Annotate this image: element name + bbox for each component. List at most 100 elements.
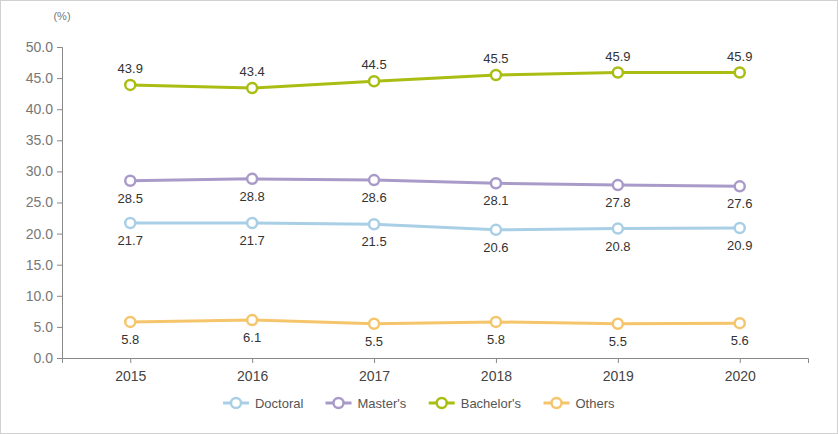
y-tick-label: 45.0 bbox=[26, 70, 53, 86]
marker bbox=[125, 176, 135, 186]
data-label: 28.8 bbox=[240, 189, 265, 204]
x-tick-label: 2018 bbox=[481, 368, 512, 384]
y-tick-mark bbox=[57, 327, 62, 328]
legend-marker bbox=[231, 398, 241, 408]
x-tick: 2017 bbox=[359, 358, 390, 384]
marker bbox=[491, 317, 501, 327]
legend-marker bbox=[552, 398, 562, 408]
series-line bbox=[130, 223, 739, 230]
data-label: 44.5 bbox=[361, 57, 386, 72]
y-tick-mark bbox=[57, 203, 62, 204]
x-tick-mark bbox=[740, 358, 741, 363]
marker bbox=[613, 224, 623, 234]
marker bbox=[369, 319, 379, 329]
data-label: 43.4 bbox=[240, 64, 265, 79]
data-label: 5.5 bbox=[609, 334, 627, 349]
plot-area bbox=[125, 68, 744, 329]
series-line bbox=[130, 320, 739, 324]
y-tick-mark bbox=[57, 234, 62, 235]
marker bbox=[247, 174, 257, 184]
marker bbox=[369, 219, 379, 229]
legend-marker bbox=[437, 398, 447, 408]
y-axis-title: (%) bbox=[53, 10, 70, 22]
y-tick-mark bbox=[57, 140, 62, 141]
data-label: 5.8 bbox=[121, 332, 139, 347]
legend-marker bbox=[334, 398, 344, 408]
y-tick-mark bbox=[57, 358, 62, 359]
marker bbox=[247, 83, 257, 93]
y-tick-mark bbox=[57, 171, 62, 172]
y-tick-label: 20.0 bbox=[26, 226, 53, 242]
x-tick: 2015 bbox=[115, 358, 146, 384]
data-label: 28.1 bbox=[483, 193, 508, 208]
marker bbox=[491, 178, 501, 188]
data-label: 45.9 bbox=[727, 49, 752, 64]
x-tick-mark bbox=[496, 358, 497, 363]
y-tick-mark bbox=[57, 78, 62, 79]
x-tick-label: 2017 bbox=[359, 368, 390, 384]
data-label: 21.7 bbox=[118, 233, 143, 248]
y-tick: 35.0 bbox=[26, 132, 62, 148]
legend-label: Master's bbox=[358, 396, 407, 411]
x-tick-mark bbox=[130, 358, 131, 363]
data-labels: 21.721.721.520.620.820.928.528.828.628.1… bbox=[118, 49, 753, 349]
marker bbox=[491, 70, 501, 80]
data-label: 27.8 bbox=[605, 195, 630, 210]
y-tick: 40.0 bbox=[26, 101, 62, 117]
x-axis: 2015 2016 2017 2018 2019 2020 bbox=[63, 358, 809, 384]
data-label: 20.9 bbox=[727, 238, 752, 253]
y-tick-mark bbox=[57, 47, 62, 48]
x-tick-label: 2020 bbox=[725, 368, 756, 384]
data-label: 28.5 bbox=[118, 191, 143, 206]
y-tick-label: 50.0 bbox=[26, 39, 53, 55]
y-tick: 25.0 bbox=[26, 194, 62, 210]
y-tick-label: 25.0 bbox=[26, 194, 53, 210]
x-axis-line bbox=[63, 359, 809, 364]
legend-label: Bachelor's bbox=[461, 396, 522, 411]
legend-item: Bachelor's bbox=[429, 396, 522, 411]
x-tick-label: 2019 bbox=[603, 368, 634, 384]
data-label: 20.6 bbox=[483, 240, 508, 255]
marker bbox=[369, 76, 379, 86]
y-tick-label: 30.0 bbox=[26, 163, 53, 179]
data-label: 45.5 bbox=[483, 51, 508, 66]
y-tick-label: 15.0 bbox=[26, 257, 53, 273]
marker bbox=[369, 175, 379, 185]
series-line bbox=[130, 179, 739, 186]
marker bbox=[125, 317, 135, 327]
legend-label: Others bbox=[576, 396, 616, 411]
x-tick: 2016 bbox=[237, 358, 268, 384]
legend-label: Doctoral bbox=[255, 396, 304, 411]
data-label: 21.7 bbox=[240, 233, 265, 248]
y-tick: 5.0 bbox=[34, 319, 62, 335]
marker bbox=[735, 318, 745, 328]
marker bbox=[613, 180, 623, 190]
y-tick: 45.0 bbox=[26, 70, 62, 86]
marker bbox=[613, 68, 623, 78]
frame bbox=[1, 1, 838, 434]
marker bbox=[613, 319, 623, 329]
y-tick: 0.0 bbox=[34, 350, 62, 366]
chart: 0.0 5.0 10.0 15.0 20.0 25.0 30.0 35.0 40.0 45.0 50… bbox=[0, 0, 838, 434]
y-tick-label: 5.0 bbox=[34, 319, 54, 335]
y-tick-label: 10.0 bbox=[26, 288, 53, 304]
x-tick-label: 2016 bbox=[237, 368, 268, 384]
y-tick: 20.0 bbox=[26, 226, 62, 242]
x-tick-label: 2015 bbox=[115, 368, 146, 384]
x-tick: 2020 bbox=[725, 358, 756, 384]
data-label: 5.5 bbox=[365, 334, 383, 349]
legend-item: Doctoral bbox=[223, 396, 304, 411]
data-label: 45.9 bbox=[605, 49, 630, 64]
data-label: 21.5 bbox=[361, 234, 386, 249]
x-tick: 2019 bbox=[603, 358, 634, 384]
data-label: 5.6 bbox=[731, 333, 749, 348]
marker bbox=[125, 80, 135, 90]
data-label: 27.6 bbox=[727, 196, 752, 211]
y-tick-label: 35.0 bbox=[26, 132, 53, 148]
data-label: 28.6 bbox=[361, 190, 386, 205]
legend-item: Others bbox=[544, 396, 616, 411]
marker bbox=[735, 68, 745, 78]
x-tick-mark bbox=[618, 358, 619, 363]
y-tick-mark bbox=[57, 296, 62, 297]
y-tick: 50.0 bbox=[26, 39, 62, 55]
